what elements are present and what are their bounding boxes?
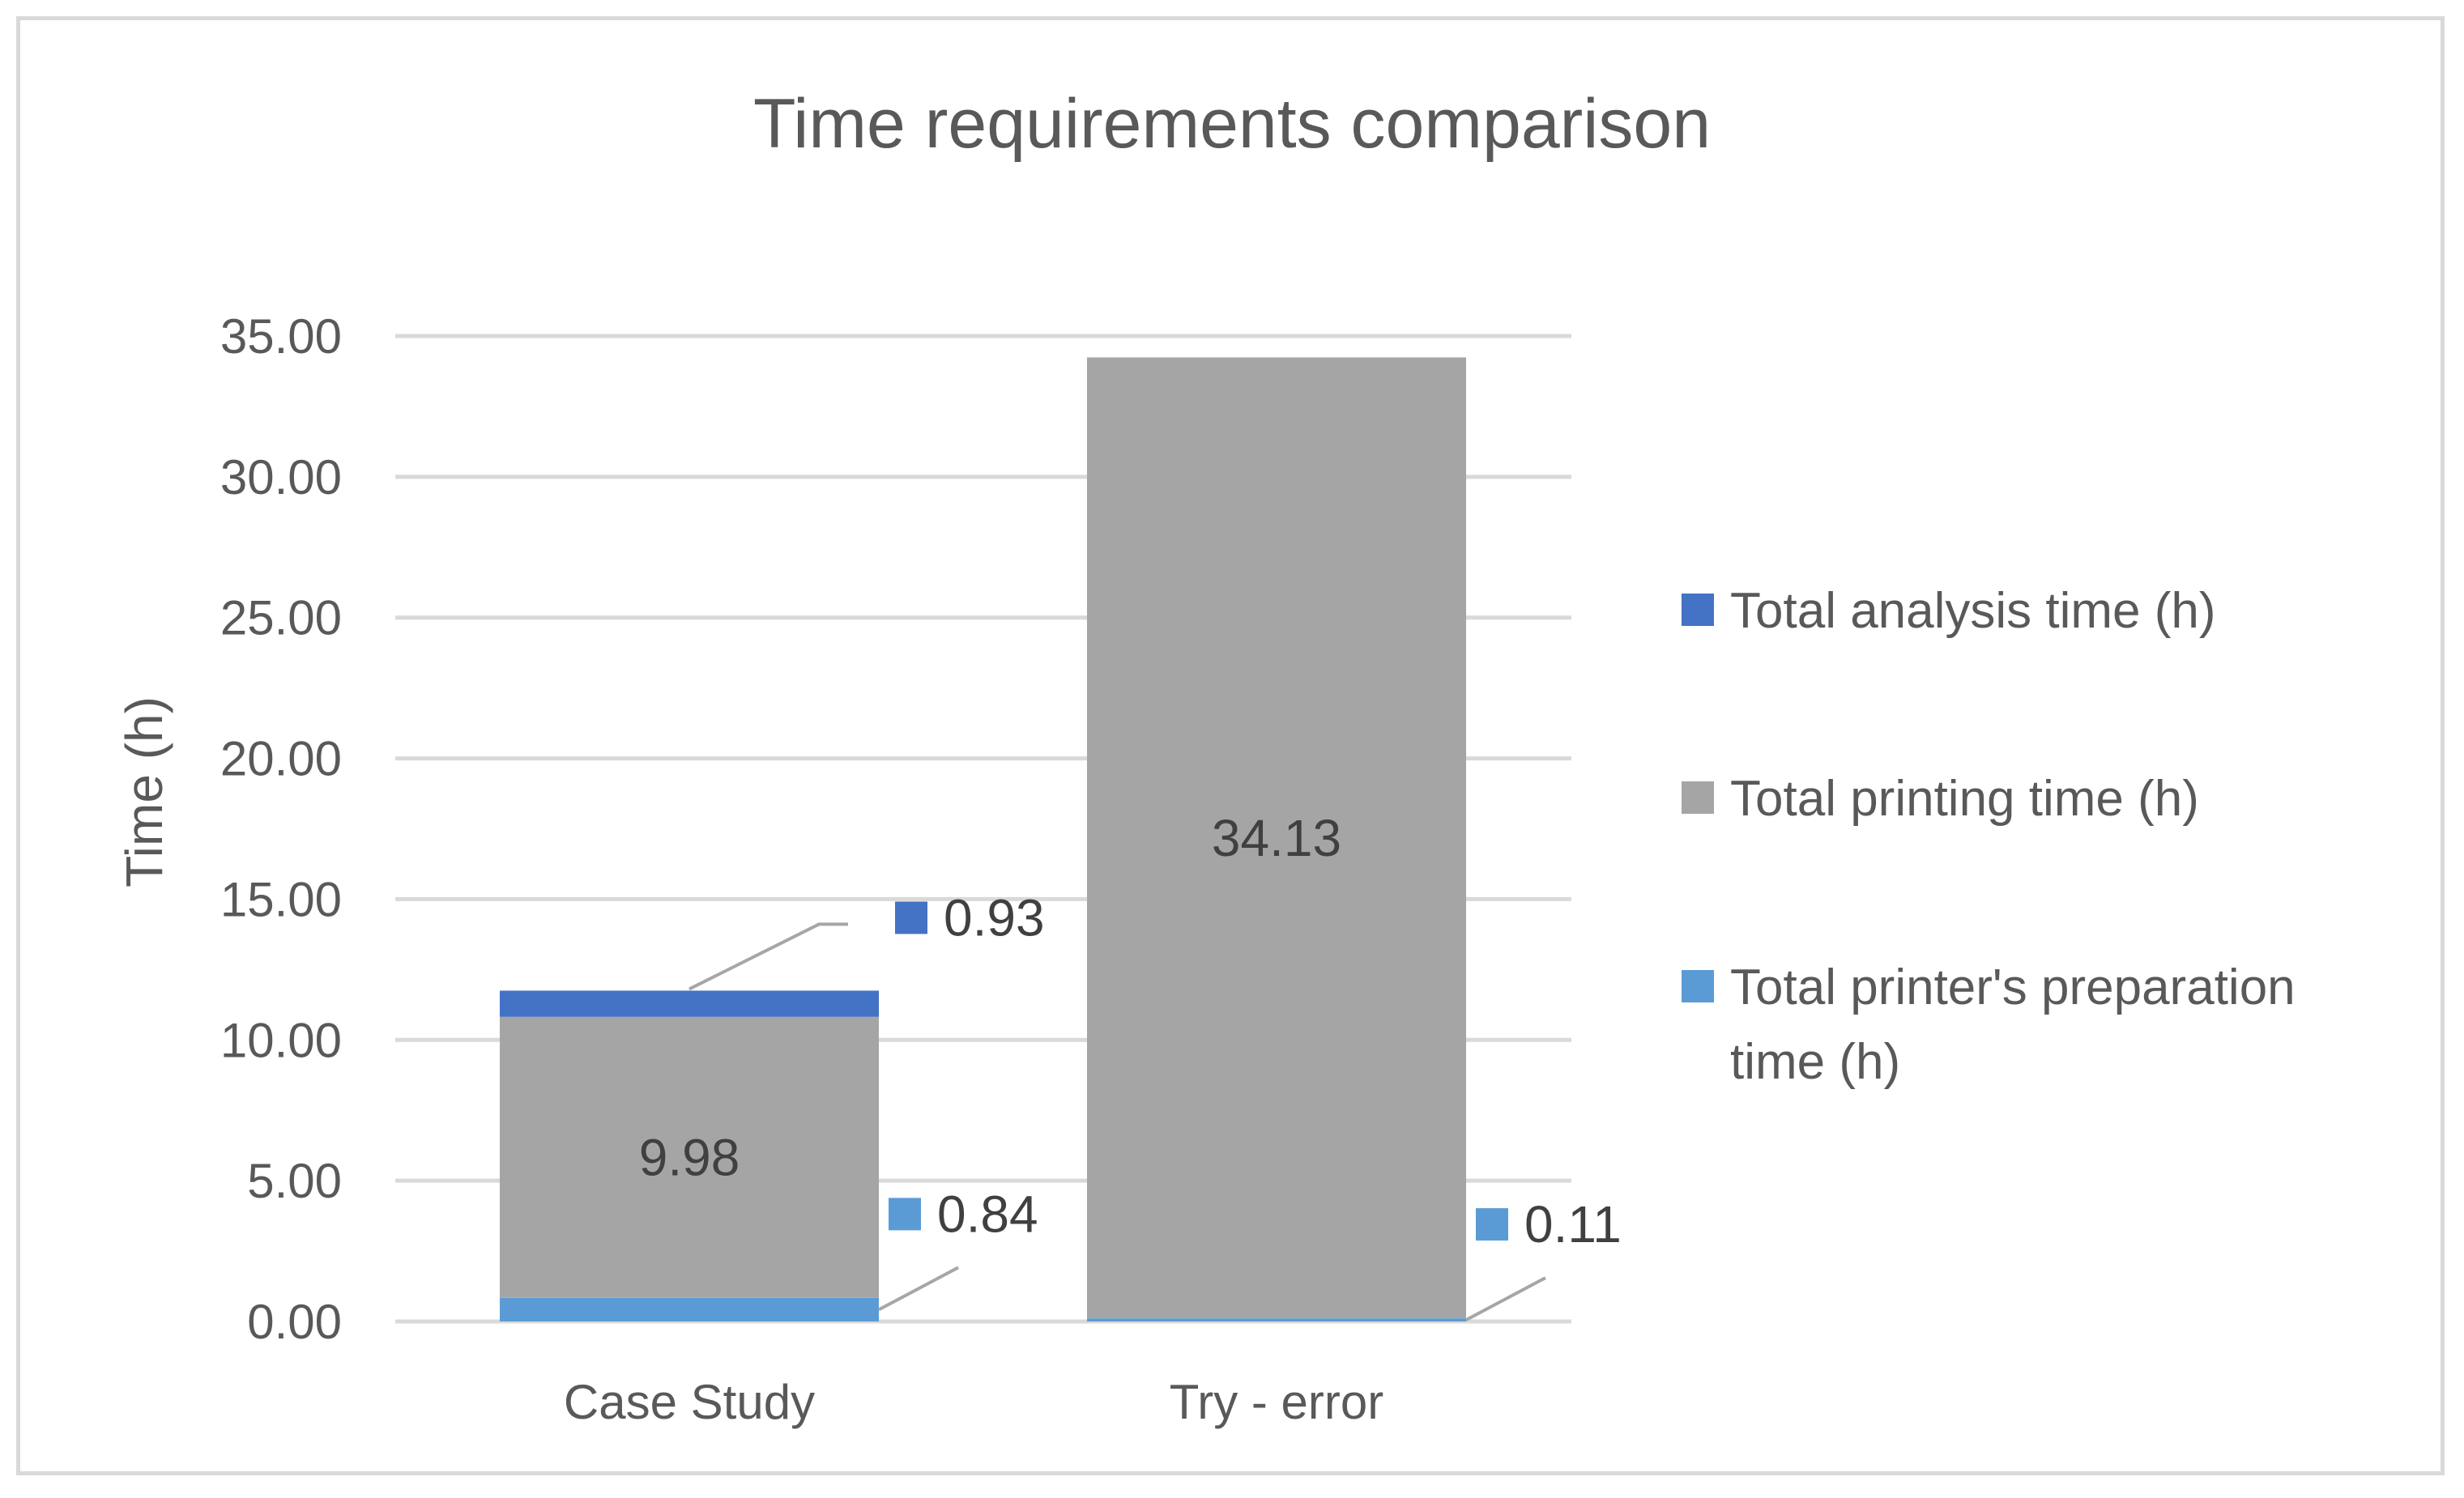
legend-label: Total analysis time (h) [1730,583,2216,639]
x-category-label: Case Study [564,1375,815,1429]
data-label: 0.84 [937,1185,1038,1243]
bar-segment [1087,357,1466,1319]
x-category-labels: Case Study Try - error [564,1375,1383,1429]
bars [500,357,1466,1321]
y-tick-labels: 0.00 5.00 10.00 15.00 20.00 25.00 30.00 35.00 [220,309,342,1349]
y-tick-label: 30.00 [220,450,342,504]
y-tick-label: 25.00 [220,591,342,645]
legend-label: Total printing time (h) [1730,771,2199,827]
x-category-label: Try - error [1170,1375,1383,1429]
data-label: 0.93 [944,888,1045,947]
y-tick-label: 10.00 [220,1013,342,1067]
data-label: 9.98 [639,1128,740,1186]
legend-label: Total printer's preparation [1730,960,2296,1015]
legend-swatch [1682,594,1714,626]
leader-line [1465,1276,1546,1321]
bar-segment [500,1297,879,1321]
y-axis-label: Time (h) [115,696,173,887]
legend-swatch [1682,970,1714,1002]
y-tick-label: 35.00 [220,309,342,364]
data-label: 0.11 [1524,1195,1622,1253]
y-tick-label: 20.00 [220,732,342,786]
data-label-key [889,1198,921,1231]
legend-label: time (h) [1730,1034,1900,1090]
legend: Total analysis time (h) Total printing ti… [1682,583,2296,1090]
bar-segment [500,990,879,1017]
data-label-key [895,901,927,934]
y-tick-label: 0.00 [247,1295,342,1349]
data-labels: 0.84 9.98 0.93 0.11 34.13 [639,809,1622,1321]
legend-swatch [1682,781,1714,814]
leader-line [878,1266,959,1312]
data-label: 34.13 [1212,809,1341,867]
y-tick-label: 5.00 [247,1154,342,1208]
bar-segment [1087,1318,1466,1321]
chart-title: Time requirements comparison [753,85,1711,163]
data-label-key [1476,1208,1508,1241]
leader-line [688,922,848,991]
bar-segment [500,1016,879,1298]
y-tick-label: 15.00 [220,872,342,926]
